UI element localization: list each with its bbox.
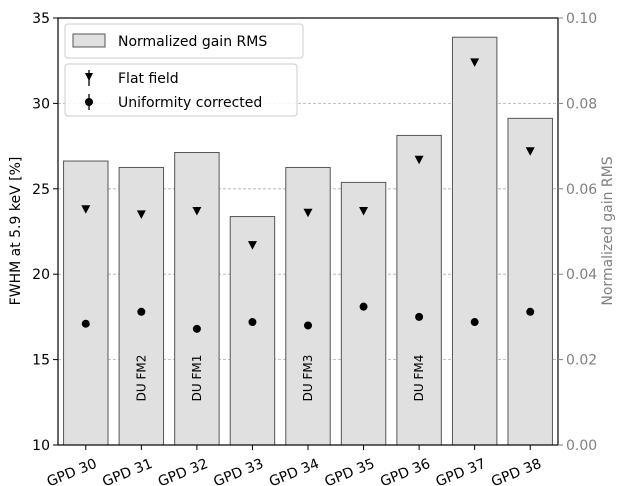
left-tick-label: 10 — [32, 438, 50, 454]
bar-gpd-31 — [118, 166, 165, 446]
x-axis-ticks: GPD 30 GPD 31 GPD 32 GPD 33 GPD 34 GPD 35 GPD … — [45, 445, 544, 486]
flat-field-marker — [470, 58, 480, 67]
left-tick-label: 15 — [32, 353, 50, 369]
uniformity-corrected-marker — [304, 321, 312, 330]
right-tick-label: 0.04 — [566, 267, 597, 283]
legend-marker-flat-field — [85, 70, 93, 86]
bars — [63, 36, 553, 446]
legend-label-uniformity-corrected: Uniformity corrected — [118, 95, 262, 111]
bar-annotation: DU FM4 — [412, 355, 426, 402]
right-tick-label: 0.00 — [566, 438, 597, 454]
x-tick-label: GPD 32 — [156, 456, 211, 486]
markers — [81, 58, 535, 333]
flat-field-marker — [525, 147, 535, 156]
left-axis-label: FWHM at 5.9 keV [%] — [8, 157, 24, 306]
uniformity-corrected-marker — [526, 307, 535, 316]
flat-field-marker — [192, 207, 202, 216]
right-axis-label: Normalized gain RMS — [600, 156, 616, 305]
bar-gpd-32 — [174, 152, 220, 446]
bar-gpd-36 — [396, 134, 442, 446]
legend-box-top — [64, 23, 304, 59]
x-tick-label: GPD 31 — [100, 456, 155, 486]
x-tick-label: GPD 33 — [211, 456, 266, 486]
uniformity-corrected-marker — [137, 307, 146, 316]
bar-gpd-38 — [507, 117, 553, 446]
flat-field-marker — [81, 205, 91, 214]
legend-box-bottom — [64, 63, 298, 117]
x-tick-label: GPD 35 — [323, 456, 378, 486]
uniformity-corrected-marker — [248, 318, 257, 327]
uniformity-corrected-marker — [359, 302, 368, 311]
x-tick-label: GPD 38 — [489, 456, 544, 486]
bar-gpd-33 — [229, 216, 276, 446]
left-axis-ticks: 10 15 20 25 30 35 — [32, 11, 58, 454]
bar-annotations: DU FM2 DU FM1 DU FM3 DU FM4 — [134, 355, 426, 402]
x-tick-label: GPD 36 — [378, 456, 433, 486]
flat-field-marker — [414, 155, 424, 165]
flat-field-marker — [359, 207, 369, 216]
left-tick-label: 25 — [32, 182, 50, 198]
right-tick-label: 0.02 — [566, 353, 597, 369]
x-tick-label: GPD 37 — [434, 456, 489, 486]
bar-annotation: DU FM1 — [190, 355, 204, 402]
uniformity-corrected-marker — [192, 324, 201, 333]
legend-marker-uniformity-corrected — [85, 94, 93, 110]
flat-field-marker — [247, 241, 257, 250]
legend-swatch-gain-rms — [72, 33, 106, 48]
bar-annotation: DU FM3 — [301, 355, 315, 402]
legend-label-gain-rms: Normalized gain RMS — [118, 34, 267, 50]
left-tick-label: 30 — [32, 96, 50, 112]
bar-gpd-37 — [451, 36, 498, 446]
bar-annotation: DU FM2 — [134, 355, 148, 402]
uniformity-corrected-marker — [81, 319, 90, 328]
right-axis-ticks: 0.00 0.02 0.04 0.06 0.08 0.10 — [558, 11, 597, 454]
x-tick-label: GPD 30 — [45, 456, 100, 486]
legend: Normalized gain RMS Flat field Uniformit… — [64, 23, 304, 117]
x-tick-label: GPD 34 — [267, 456, 322, 486]
right-tick-label: 0.06 — [566, 182, 597, 198]
left-tick-label: 20 — [32, 267, 50, 283]
legend-label-flat-field: Flat field — [118, 71, 179, 87]
bar-gpd-30 — [63, 160, 109, 446]
bar-gpd-35 — [340, 181, 387, 446]
flat-field-marker — [136, 210, 146, 219]
uniformity-corrected-marker — [415, 312, 424, 321]
uniformity-corrected-marker — [470, 318, 479, 327]
right-tick-label: 0.08 — [566, 96, 597, 112]
left-tick-label: 35 — [32, 11, 50, 27]
flat-field-marker — [303, 208, 313, 218]
right-tick-label: 0.10 — [566, 11, 597, 27]
